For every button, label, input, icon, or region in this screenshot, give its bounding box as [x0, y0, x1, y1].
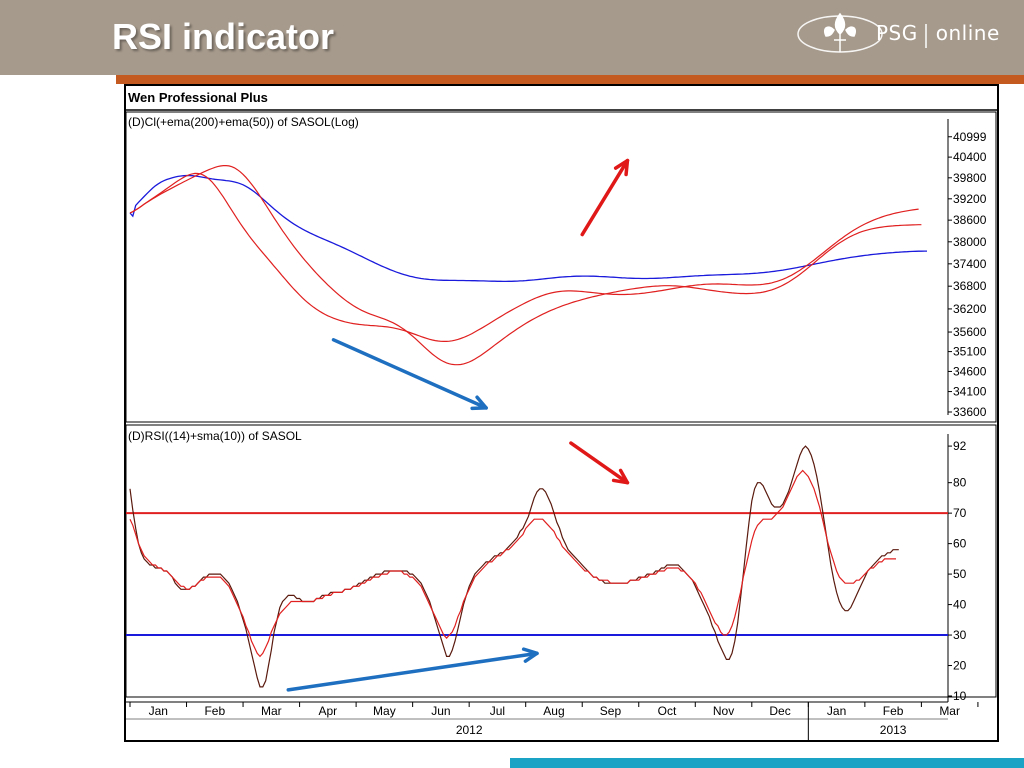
- rsi-annotations: [286, 441, 630, 692]
- rsi-tick-label: 20: [953, 659, 967, 673]
- month-label: Mar: [939, 704, 960, 718]
- price-line-ema200: [129, 172, 919, 342]
- price-tick-label: 38600: [953, 213, 987, 227]
- fleur-de-lis-icon: [823, 12, 857, 52]
- price-tick-label: 34100: [953, 385, 987, 399]
- price-line-cl: [129, 174, 927, 283]
- peak-arrow-head: [613, 158, 630, 177]
- price-series: [129, 165, 927, 366]
- price-tick-label: 38000: [953, 235, 987, 249]
- price-tick-label: 35600: [953, 325, 987, 339]
- rsi-line-rsi14: [129, 445, 899, 688]
- rsi-series: [129, 445, 899, 688]
- rsi-tick-label: 30: [953, 628, 967, 642]
- rsi-tick-label: 40: [953, 598, 967, 612]
- year-label: 2013: [880, 723, 907, 737]
- downtrend-arrow-head: [470, 395, 488, 411]
- rsi-tick-label: 92: [953, 439, 967, 453]
- price-tick-label: 37400: [953, 257, 987, 271]
- month-label: Feb: [204, 704, 225, 718]
- price-tick-label: 34600: [953, 364, 987, 378]
- brand-psg: PSG: [876, 21, 918, 45]
- price-tick-label: 39200: [953, 192, 987, 206]
- month-label: Nov: [713, 704, 734, 718]
- price-annotations: [331, 158, 630, 411]
- price-y-ticks: 40999 40400 39800 39200 38600 38000 37400 36800…: [948, 130, 987, 419]
- price-tick-label: 35100: [953, 345, 987, 359]
- brand-name: PSG online: [876, 21, 1000, 45]
- price-tick-label: 36800: [953, 279, 987, 293]
- rsi-y-ticks: 92 80 70 60 50 40 30 20 10: [948, 439, 967, 703]
- rsi-line-sma10: [129, 469, 896, 658]
- rsi-tick-label: 10: [953, 689, 967, 703]
- month-label: Jan: [827, 704, 846, 718]
- month-label: May: [373, 704, 396, 718]
- brand-online: online: [935, 21, 1000, 45]
- rsi-divergence-arrow-head: [521, 647, 539, 663]
- rsi-peak-arrow-head: [611, 468, 630, 485]
- price-tick-label: 39800: [953, 171, 987, 185]
- price-tick-label: 40999: [953, 130, 987, 144]
- price-line-ema50: [129, 165, 922, 366]
- rsi-panel-frame: [125, 424, 997, 698]
- psg-logo: [797, 12, 927, 53]
- year-label: 2012: [456, 723, 483, 737]
- price-panel-frame: [125, 111, 997, 423]
- month-label: Jun: [431, 704, 450, 718]
- price-panel-title: (D)Cl(+ema(200)+ema(50)) of SASOL(Log): [128, 115, 359, 129]
- price-tick-label: 36200: [953, 302, 987, 316]
- month-label: Aug: [543, 704, 564, 718]
- header-bar: [0, 0, 1024, 75]
- downtrend-arrow-shaft: [331, 338, 488, 410]
- accent-bar: [116, 75, 1024, 84]
- month-label: Jan: [149, 704, 168, 718]
- rsi-divergence-arrow-shaft: [286, 651, 539, 692]
- footer-strip: [510, 758, 1024, 768]
- rsi-tick-label: 70: [953, 506, 967, 520]
- month-label: Mar: [261, 704, 282, 718]
- rsi-tick-label: 80: [953, 476, 967, 490]
- software-title: Wen Professional Plus: [128, 90, 268, 105]
- rsi-panel-title: (D)RSI((14)+sma(10)) of SASOL: [128, 429, 302, 443]
- month-label: Jul: [490, 704, 505, 718]
- rsi-tick-label: 60: [953, 537, 967, 551]
- rsi-tick-label: 50: [953, 567, 967, 581]
- slide-title: RSI indicator: [112, 16, 335, 57]
- month-label: Apr: [319, 704, 338, 718]
- time-axis-labels: Jan Feb Mar Apr May Jun Jul Aug Sep Oct Nov Dec Jan F…: [129, 702, 979, 740]
- month-label: Dec: [769, 704, 790, 718]
- price-tick-label: 33600: [953, 405, 987, 419]
- chart-figure: Wen Professional Plus (D)Cl(+ema(200)+em…: [124, 84, 999, 742]
- price-tick-label: 40400: [953, 150, 987, 164]
- month-label: Feb: [883, 704, 904, 718]
- rsi-threshold-lines: [126, 512, 948, 637]
- peak-arrow-shaft: [580, 158, 630, 237]
- rsi-peak-arrow-shaft: [569, 441, 630, 485]
- month-label: Sep: [600, 704, 622, 718]
- month-label: Oct: [658, 704, 677, 718]
